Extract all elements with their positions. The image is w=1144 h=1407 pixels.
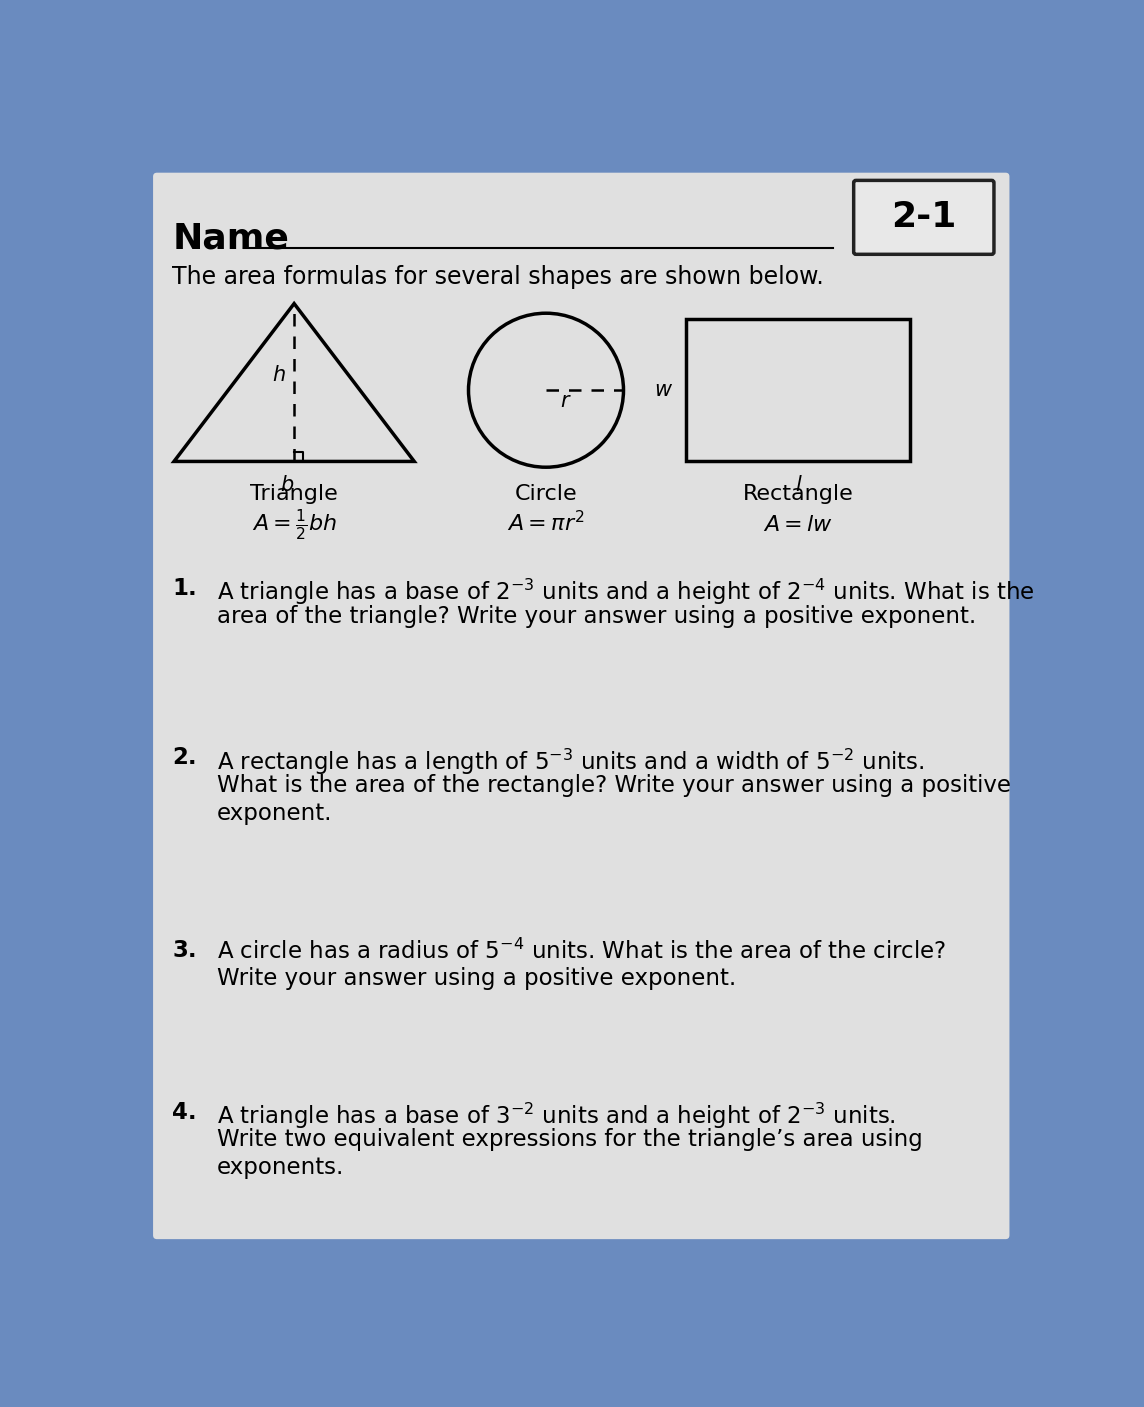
Text: exponent.: exponent. xyxy=(216,802,332,825)
Text: 1.: 1. xyxy=(173,577,197,599)
Text: r: r xyxy=(559,391,569,411)
Text: Triangle: Triangle xyxy=(251,484,337,504)
Text: 3.: 3. xyxy=(173,938,197,962)
Text: h: h xyxy=(272,364,286,386)
FancyBboxPatch shape xyxy=(853,180,994,255)
Text: $A = \pi r^2$: $A = \pi r^2$ xyxy=(507,509,585,535)
Text: A rectangle has a length of $5^{-3}$ units and a width of $5^{-2}$ units.: A rectangle has a length of $5^{-3}$ uni… xyxy=(216,746,924,777)
FancyBboxPatch shape xyxy=(153,173,1009,1240)
Text: A triangle has a base of $2^{-3}$ units and a height of $2^{-4}$ units. What is : A triangle has a base of $2^{-3}$ units … xyxy=(216,577,1034,608)
Text: 2-1: 2-1 xyxy=(891,200,956,235)
Text: A circle has a radius of $5^{-4}$ units. What is the area of the circle?: A circle has a radius of $5^{-4}$ units.… xyxy=(216,938,946,964)
Text: Circle: Circle xyxy=(515,484,578,504)
Text: What is the area of the rectangle? Write your answer using a positive: What is the area of the rectangle? Write… xyxy=(216,774,1010,796)
Text: l: l xyxy=(795,476,801,495)
Text: Write your answer using a positive exponent.: Write your answer using a positive expon… xyxy=(216,967,736,989)
Text: Name: Name xyxy=(173,221,289,255)
Text: A triangle has a base of $3^{-2}$ units and a height of $2^{-3}$ units.: A triangle has a base of $3^{-2}$ units … xyxy=(216,1100,896,1131)
Text: Write two equivalent expressions for the triangle’s area using: Write two equivalent expressions for the… xyxy=(216,1128,922,1151)
Text: exponents.: exponents. xyxy=(216,1157,344,1179)
Text: w: w xyxy=(654,380,672,400)
Text: $A = \frac{1}{2}bh$: $A = \frac{1}{2}bh$ xyxy=(252,507,336,542)
Text: area of the triangle? Write your answer using a positive exponent.: area of the triangle? Write your answer … xyxy=(216,605,976,628)
Text: $A = lw$: $A = lw$ xyxy=(763,515,833,535)
Text: The area formulas for several shapes are shown below.: The area formulas for several shapes are… xyxy=(173,265,824,288)
Text: b: b xyxy=(280,476,293,495)
Text: Rectangle: Rectangle xyxy=(742,484,853,504)
Text: 4.: 4. xyxy=(173,1100,197,1124)
Text: 2.: 2. xyxy=(173,746,197,770)
Bar xyxy=(685,319,911,461)
